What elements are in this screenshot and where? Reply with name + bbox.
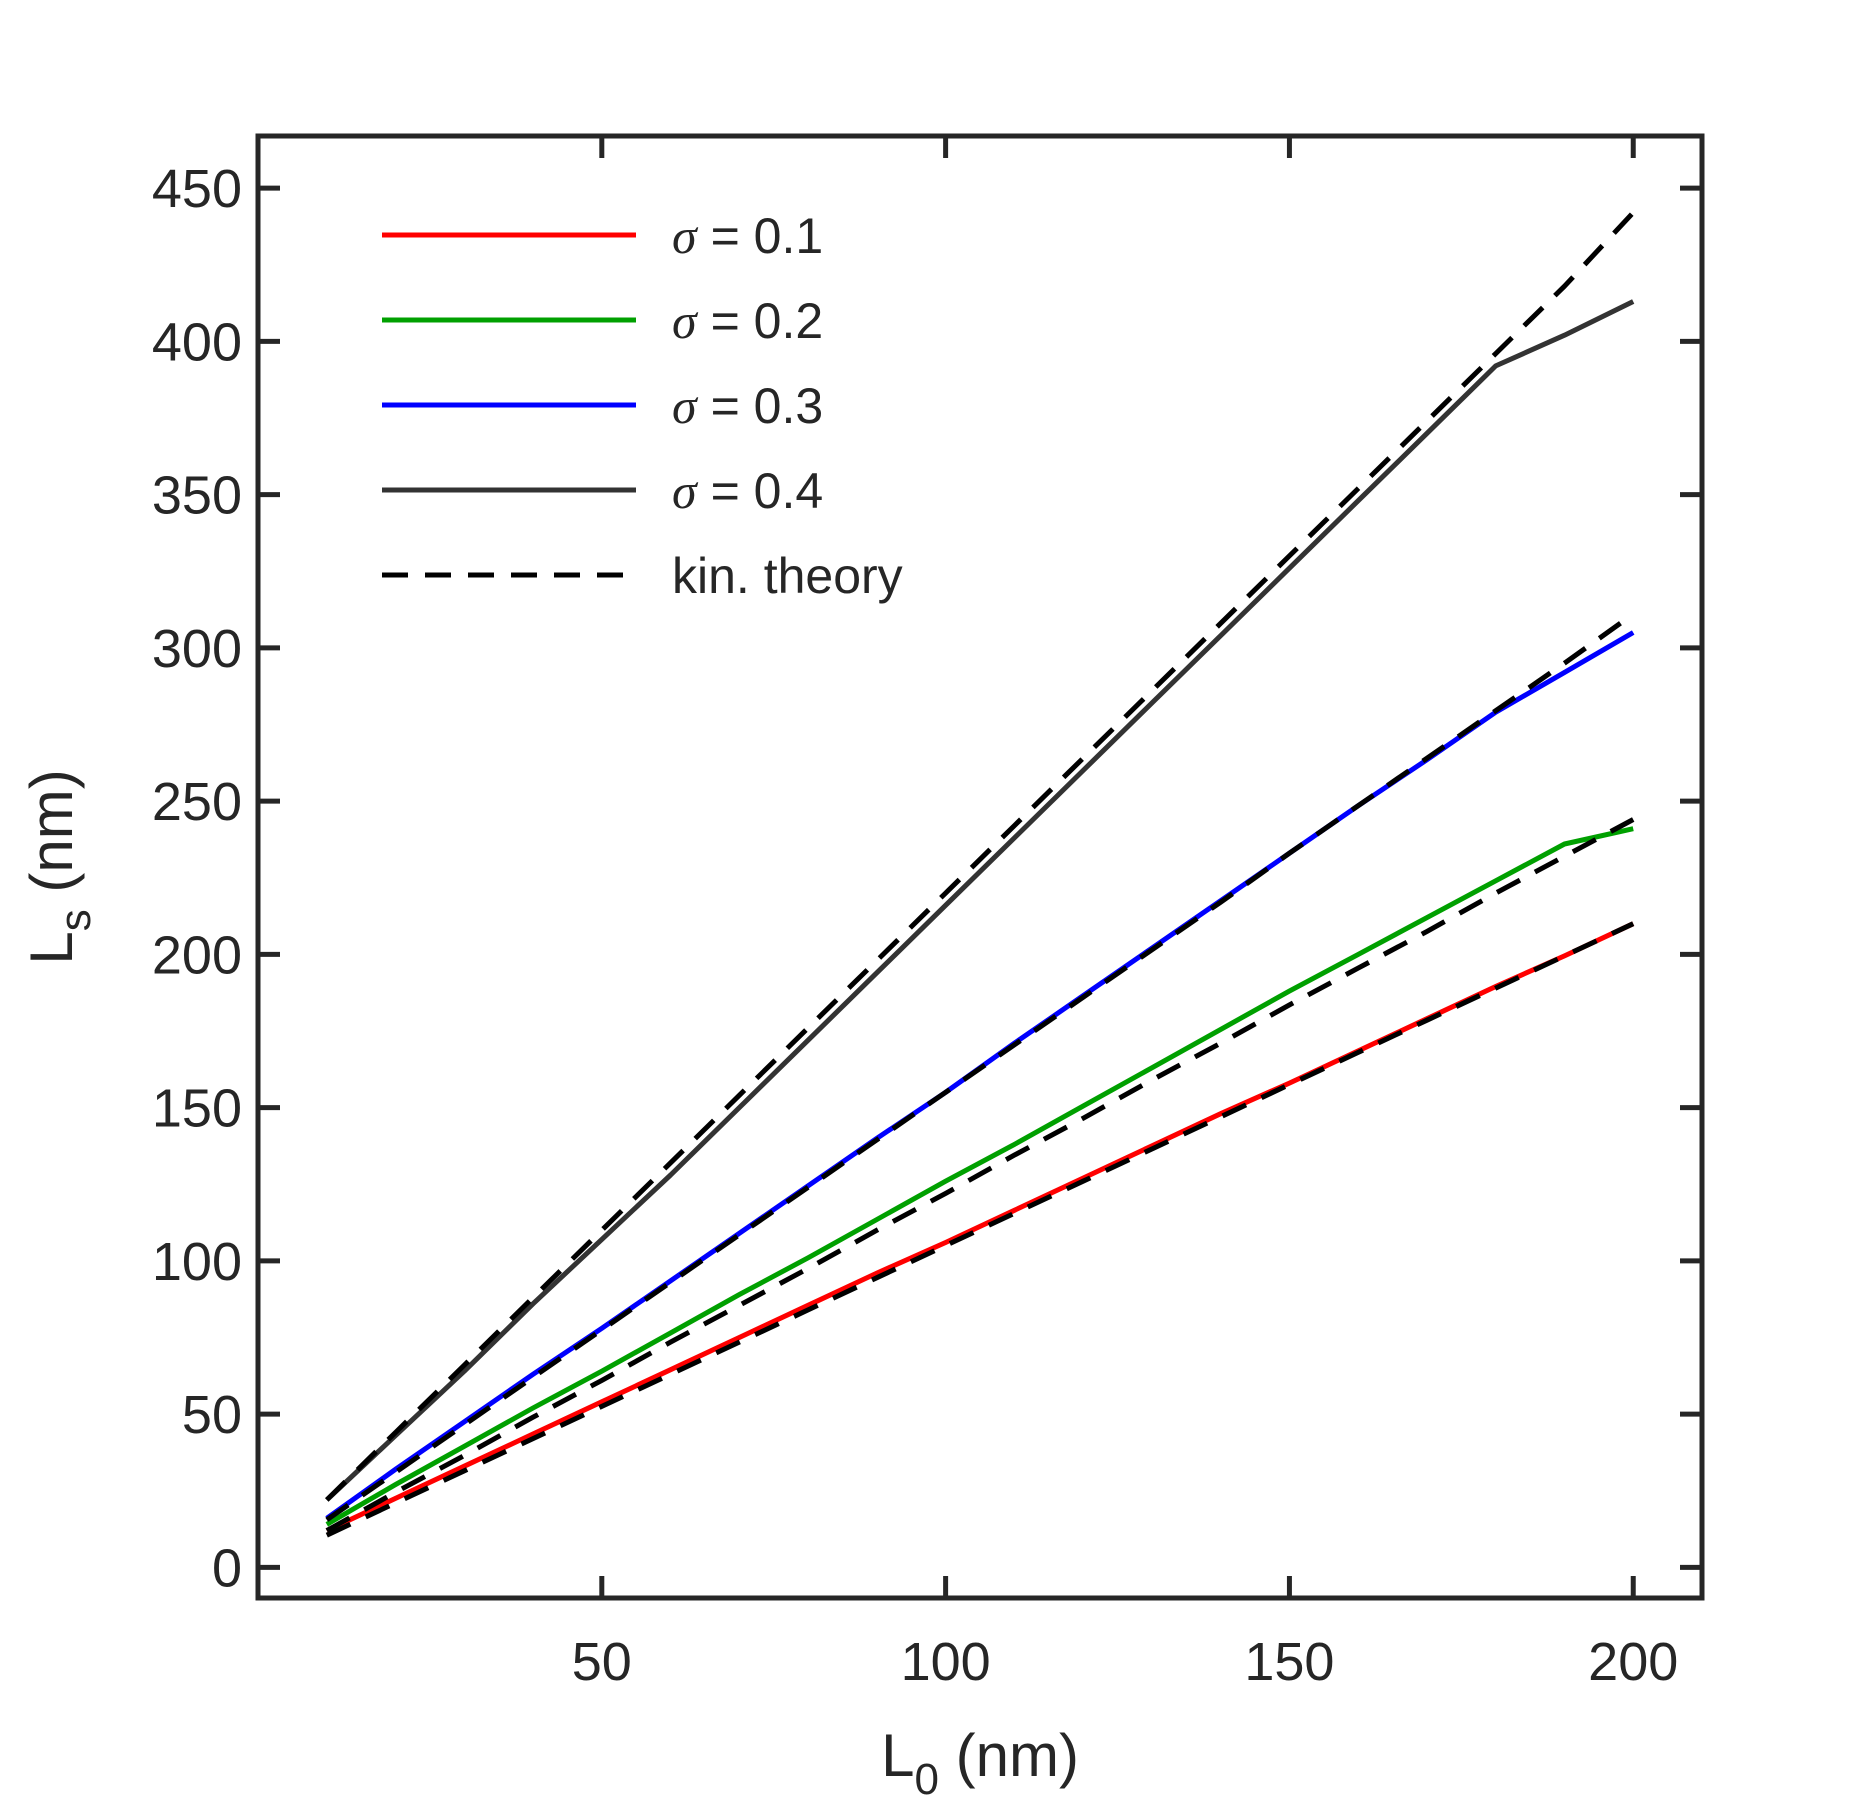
series-line-sigma-2 [325,826,1634,1527]
legend-label-2: σ = 0.2 [672,293,823,349]
y-tick-label: 200 [152,925,242,985]
x-axis-label: L0 (nm) [881,1722,1079,1800]
x-axis-ticks: 50 100 150 200 [572,136,1678,1692]
y-tick-label: 450 [152,159,242,219]
series-line-kin-theory-3 [325,612,1635,1522]
series-line-kin-theory-4 [325,210,1636,1502]
x-tick-label: 200 [1588,1632,1678,1692]
legend-label-1: σ = 0.1 [672,208,823,264]
y-tick-label: 50 [182,1385,242,1445]
plot-lines [325,210,1636,1538]
sigma-symbol: σ [672,208,699,264]
series-line-kin-theory-2 [325,817,1635,1533]
legend: σ = 0.1 σ = 0.2 σ = 0.3 σ = 0.4 kin. theory [382,208,903,604]
sigma-symbol: σ [672,463,699,519]
x-tick-label: 50 [572,1632,632,1692]
sigma-symbol: σ [672,378,699,434]
series-line-kin-theory-1 [325,921,1635,1538]
legend-label-5: kin. theory [672,548,903,604]
plot-frame [255,133,1705,1601]
y-axis-ticks: 0 50 100 150 200 250 300 350 400 450 [152,159,1702,1598]
y-axis-label: Ls (nm) [18,769,100,964]
series-line-sigma-1 [325,921,1635,1533]
x-tick-label: 150 [1244,1632,1334,1692]
legend-label-3: σ = 0.3 [672,378,823,434]
y-tick-label: 300 [152,619,242,679]
legend-label-4: σ = 0.4 [672,463,823,519]
y-tick-label: 0 [212,1538,242,1598]
y-tick-label: 250 [152,772,242,832]
series-line-sigma-4 [325,299,1635,1502]
x-tick-label: 100 [901,1632,991,1692]
sigma-symbol: σ [672,293,699,349]
y-tick-label: 400 [152,312,242,372]
y-tick-label: 150 [152,1079,242,1139]
y-tick-label: 100 [152,1232,242,1292]
y-tick-label: 350 [152,466,242,526]
